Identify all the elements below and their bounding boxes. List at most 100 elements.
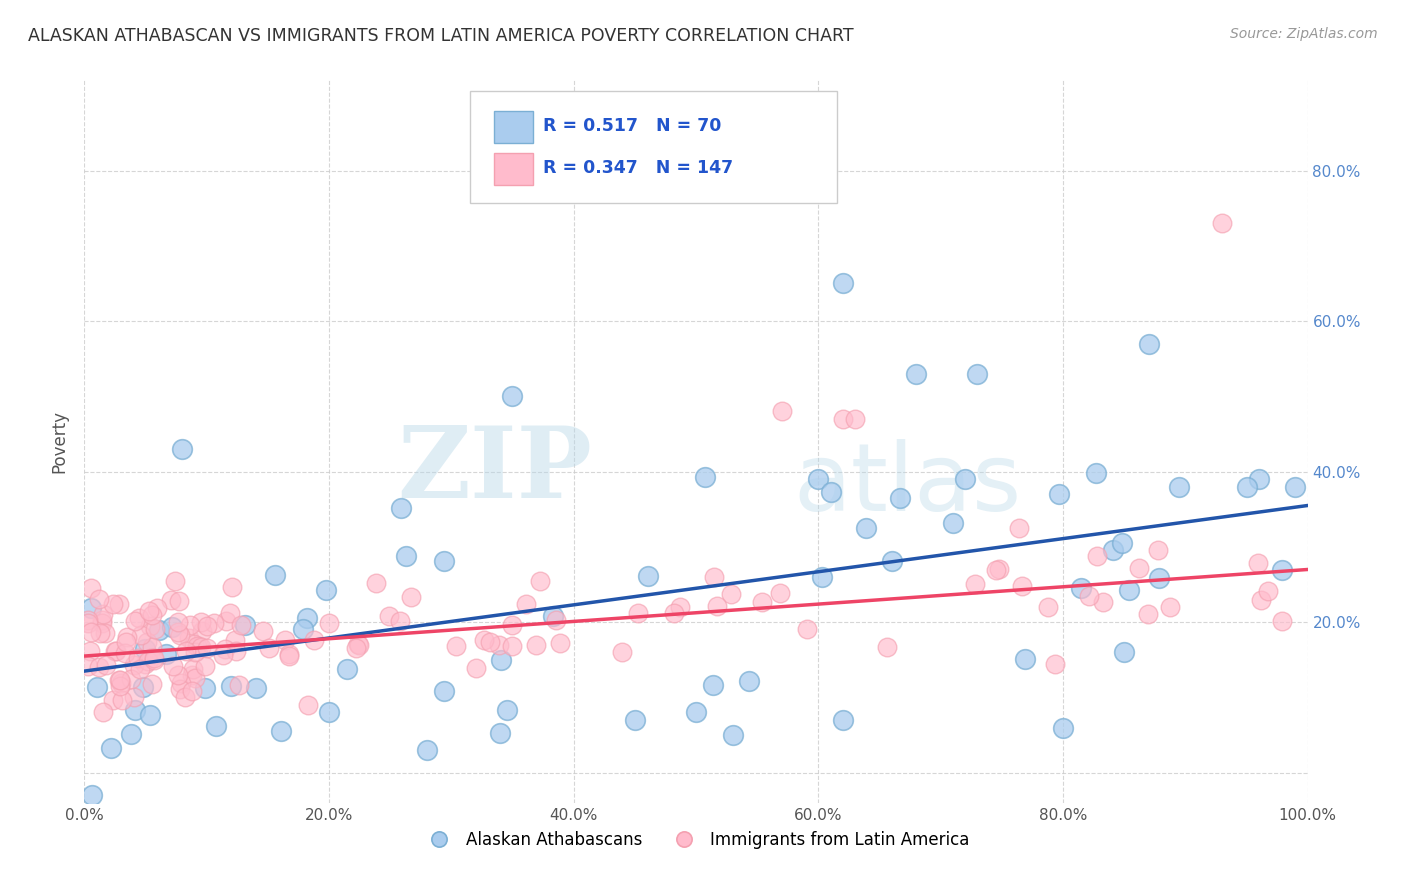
Point [128, 611, 150, 625]
Point [984, 563, 1007, 577]
Point [148, 623, 170, 637]
Point [191, 624, 214, 639]
Point [807, 472, 830, 486]
Point [162, 659, 184, 673]
Point [488, 638, 510, 652]
Point [1011, 579, 1033, 593]
Point [183, 637, 205, 651]
Point [124, 690, 146, 705]
FancyBboxPatch shape [494, 153, 533, 185]
Point [86, 680, 108, 694]
Point [347, 637, 370, 651]
Point [1137, 607, 1160, 621]
Point [91, 616, 114, 631]
Point [1271, 614, 1294, 628]
Point [501, 639, 523, 653]
Point [90, 613, 112, 627]
Point [889, 491, 911, 505]
Point [1008, 521, 1031, 535]
Point [145, 601, 167, 615]
Point [627, 607, 650, 621]
Point [515, 597, 537, 611]
Point [270, 723, 292, 738]
Point [186, 639, 208, 653]
Point [541, 609, 564, 624]
Point [169, 627, 191, 641]
Point [225, 644, 247, 658]
Point [685, 706, 707, 720]
Point [810, 570, 832, 584]
Point [122, 658, 145, 673]
Point [389, 501, 412, 516]
Point [120, 727, 142, 741]
Point [87, 660, 110, 674]
Point [349, 638, 371, 652]
Point [179, 618, 201, 632]
Point [264, 568, 287, 582]
Point [1236, 480, 1258, 494]
Point [1271, 563, 1294, 577]
Point [89, 625, 111, 640]
Point [1137, 336, 1160, 351]
Point [1257, 584, 1279, 599]
Point [163, 574, 186, 588]
Point [169, 681, 191, 696]
Point [318, 616, 340, 631]
Point [465, 661, 488, 675]
Point [315, 582, 337, 597]
Y-axis label: Poverty: Poverty [51, 410, 69, 473]
Point [1114, 645, 1136, 659]
Point [394, 549, 416, 563]
Point [120, 672, 142, 686]
Point [624, 713, 647, 727]
Point [963, 576, 986, 591]
Point [96, 658, 118, 673]
Point [245, 681, 267, 695]
Point [80, 625, 103, 640]
Point [229, 618, 252, 632]
Point [344, 640, 367, 655]
Point [489, 726, 512, 740]
Point [103, 693, 125, 707]
Point [721, 728, 744, 742]
Point [1047, 487, 1070, 501]
Point [139, 708, 162, 723]
Point [111, 692, 134, 706]
Point [127, 651, 149, 665]
Point [80, 601, 103, 615]
Point [953, 472, 976, 486]
Point [278, 648, 301, 663]
Point [184, 671, 207, 685]
Point [988, 562, 1011, 576]
Point [181, 662, 204, 676]
Point [110, 673, 132, 687]
Point [181, 683, 204, 698]
Point [228, 677, 250, 691]
Text: R = 0.347   N = 147: R = 0.347 N = 147 [543, 159, 733, 177]
Point [190, 640, 212, 654]
Point [134, 657, 156, 671]
Point [433, 553, 456, 567]
Point [233, 618, 256, 632]
Point [637, 569, 659, 583]
Point [124, 703, 146, 717]
Point [139, 619, 162, 633]
Point [702, 570, 724, 584]
Point [195, 618, 218, 632]
Point [212, 648, 235, 662]
Point [295, 610, 318, 624]
Point [496, 703, 519, 717]
Point [108, 597, 131, 611]
Point [1014, 652, 1036, 666]
FancyBboxPatch shape [470, 91, 837, 203]
Point [155, 648, 177, 662]
Point [277, 648, 299, 662]
Legend: Alaskan Athabascans, Immigrants from Latin America: Alaskan Athabascans, Immigrants from Lat… [416, 824, 976, 856]
Point [110, 676, 132, 690]
Point [1092, 595, 1115, 609]
Point [1052, 721, 1074, 735]
Point [318, 706, 340, 720]
Point [1038, 600, 1060, 615]
Point [1146, 543, 1168, 558]
Point [416, 743, 439, 757]
